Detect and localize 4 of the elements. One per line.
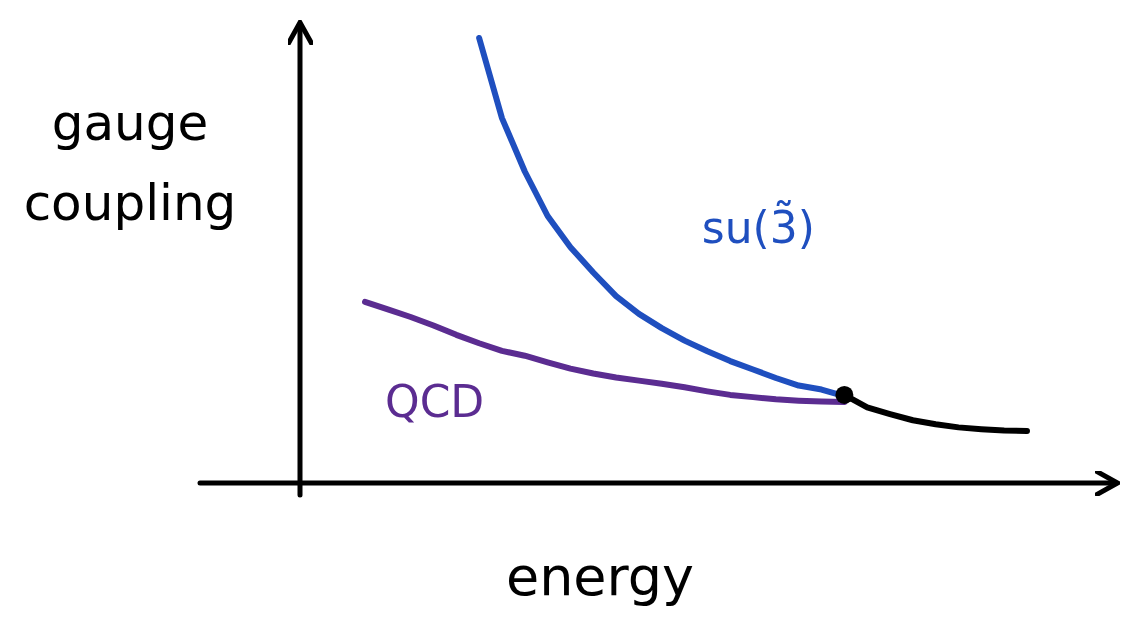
series-label: QCD (385, 375, 485, 427)
x-axis-title: energy (505, 545, 695, 608)
series-label: su(3̃) (701, 200, 815, 254)
y-axis-title: gauge coupling (23, 94, 237, 232)
